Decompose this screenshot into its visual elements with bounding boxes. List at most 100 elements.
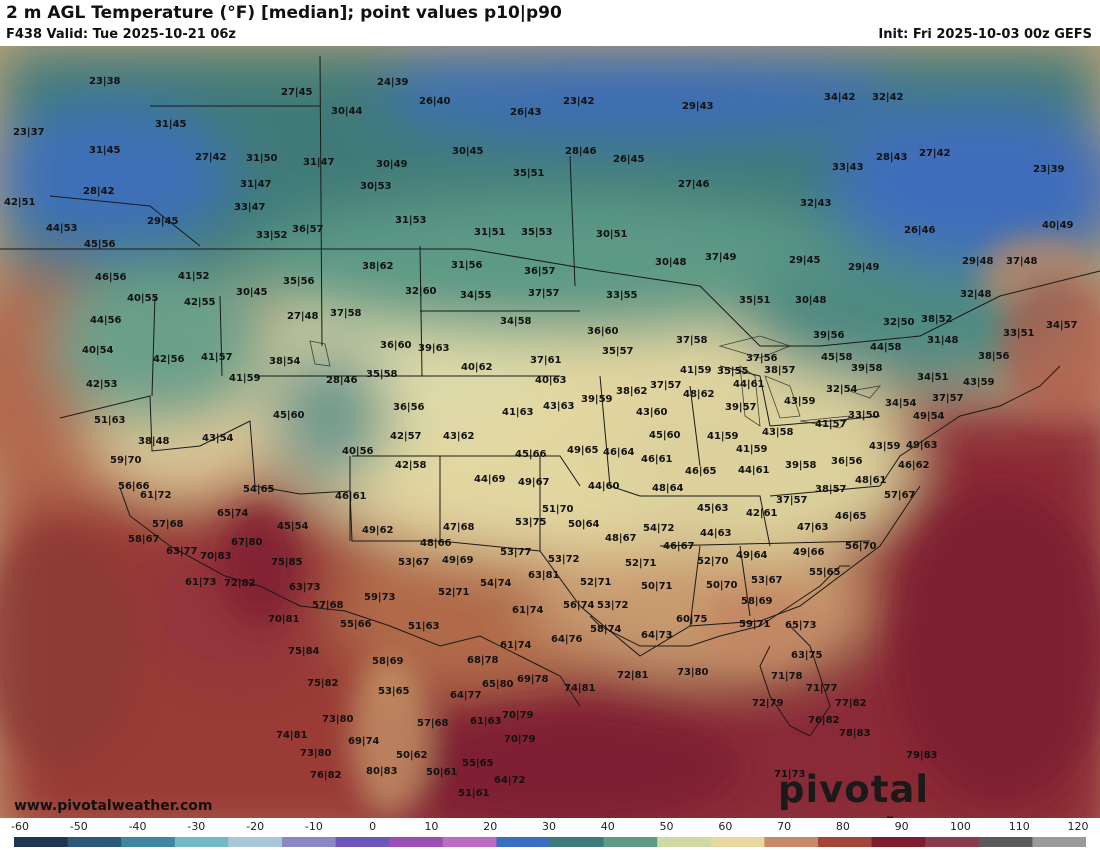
point-value: 53|77 (500, 547, 532, 558)
point-value: 61|73 (185, 577, 217, 588)
colorbar-tick-label: 90 (894, 820, 909, 833)
point-value: 61|72 (140, 490, 172, 501)
point-value: 33|47 (234, 202, 266, 213)
point-value: 35|51 (513, 168, 545, 179)
point-value: 23|42 (563, 96, 595, 107)
gulf-coast (589, 565, 850, 647)
point-value: 47|63 (797, 522, 829, 533)
point-value: 50|70 (706, 580, 738, 591)
point-value: 31|45 (89, 145, 121, 156)
point-value: 27|46 (678, 179, 710, 190)
point-value: 38|52 (921, 314, 953, 325)
point-value: 59|73 (364, 592, 396, 603)
point-value: 75|82 (307, 678, 339, 689)
colorbar-tick-label: 0 (369, 820, 377, 833)
point-value: 38|57 (815, 484, 847, 495)
point-value: 48|66 (420, 538, 452, 549)
point-value: 57|68 (417, 718, 449, 729)
point-value: 54|74 (480, 578, 512, 589)
colorbar-segment (764, 837, 819, 847)
point-value: 41|57 (815, 419, 847, 430)
point-value: 35|56 (283, 276, 315, 287)
point-value: 30|44 (331, 106, 363, 117)
point-value: 32|42 (872, 92, 904, 103)
point-value: 42|53 (86, 379, 118, 390)
point-value: 69|78 (517, 674, 549, 685)
point-value: 45|66 (515, 449, 547, 460)
point-value: 53|75 (515, 517, 547, 528)
colorbar-segment (282, 837, 337, 847)
point-value: 41|59 (229, 373, 261, 384)
point-value: 49|67 (518, 477, 550, 488)
point-value: 46|62 (898, 460, 930, 471)
colorbar-segment (603, 837, 658, 847)
point-value: 52|70 (697, 556, 729, 567)
point-value: 72|79 (752, 698, 784, 709)
point-value: 43|54 (202, 433, 234, 444)
point-value: 56|74 (563, 600, 595, 611)
point-value: 31|48 (927, 335, 959, 346)
point-value: 76|82 (310, 770, 342, 781)
point-value: 27|48 (287, 311, 319, 322)
point-value: 44|63 (700, 528, 732, 539)
colorbar-segment (442, 837, 497, 847)
point-value: 41|59 (680, 365, 712, 376)
point-value: 49|69 (442, 555, 474, 566)
colorbar-tick-label: 40 (600, 820, 615, 833)
point-value: 63|77 (166, 546, 198, 557)
point-value: 54|72 (643, 523, 675, 534)
point-value: 35|55 (717, 366, 749, 377)
point-value: 55|65 (462, 758, 494, 769)
point-value: 29|45 (789, 255, 821, 266)
point-value: 48|62 (683, 389, 715, 400)
point-value: 41|63 (502, 407, 534, 418)
point-value: 52|71 (580, 577, 612, 588)
colorbar-tick-label: 80 (835, 820, 850, 833)
point-value: 44|56 (90, 315, 122, 326)
colorbar-tick-label: 70 (777, 820, 792, 833)
point-value: 37|58 (676, 335, 708, 346)
point-value: 41|52 (178, 271, 210, 282)
point-value: 41|59 (736, 444, 768, 455)
point-value: 29|49 (848, 262, 880, 273)
region-outline (59, 395, 921, 657)
boundary-lines (0, 55, 1100, 737)
point-value: 53|67 (751, 575, 783, 586)
point-value: 40|63 (535, 375, 567, 386)
point-value: 33|51 (1003, 328, 1035, 339)
point-value: 80|83 (366, 766, 398, 777)
valid-time: F438 Valid: Tue 2025-10-21 06z (6, 27, 236, 42)
map-header: 2 m AGL Temperature (°F) [median]; point… (0, 0, 1100, 46)
point-value: 37|61 (530, 355, 562, 366)
point-value: 23|37 (13, 127, 45, 138)
point-value: 29|45 (147, 216, 179, 227)
point-value: 42|61 (746, 508, 778, 519)
point-value: 56|70 (845, 541, 877, 552)
point-value: 58|69 (741, 596, 773, 607)
point-value: 44|69 (474, 474, 506, 485)
point-value: 71|78 (771, 671, 803, 682)
point-value: 30|45 (236, 287, 268, 298)
point-value: 37|57 (776, 495, 808, 506)
point-value: 24|39 (377, 77, 409, 88)
point-value: 71|77 (806, 683, 838, 694)
point-value: 40|56 (342, 446, 374, 457)
point-value: 38|56 (978, 351, 1010, 362)
us-canada-border (0, 248, 1100, 347)
point-value: 43|59 (869, 441, 901, 452)
point-value: 51|63 (94, 415, 126, 426)
point-value: 53|72 (548, 554, 580, 565)
point-value: 40|55 (127, 293, 159, 304)
point-value: 70|79 (504, 734, 536, 745)
point-value: 38|48 (138, 436, 170, 447)
colorbar-tick-label: 100 (949, 820, 971, 833)
point-value: 57|68 (312, 600, 344, 611)
point-value: 58|67 (128, 534, 160, 545)
point-value: 46|64 (603, 447, 635, 458)
point-value: 32|43 (800, 198, 832, 209)
colorbar-segment (550, 837, 605, 847)
point-value: 43|59 (963, 377, 995, 388)
point-value: 31|47 (303, 157, 335, 168)
point-value: 70|81 (268, 614, 300, 625)
point-value: 50|62 (396, 750, 428, 761)
